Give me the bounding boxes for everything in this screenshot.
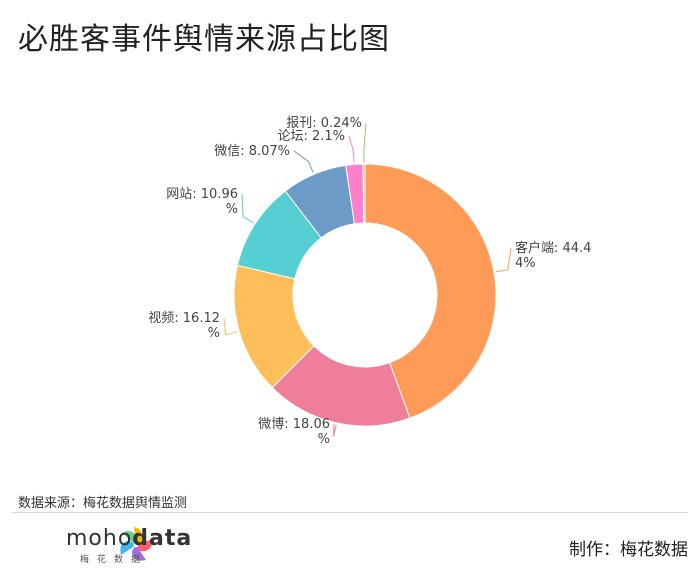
slice-label-0: 客户端: 44.4 4% xyxy=(515,240,591,271)
slice-label-6: 报刊: 0.24% xyxy=(286,116,362,131)
slice-label-2: 视频: 16.12% xyxy=(148,311,220,341)
brand-prefix: moho xyxy=(66,526,133,551)
brand-suffix: data xyxy=(132,526,193,551)
brand-name: mohodata xyxy=(66,526,192,551)
chart-title: 必胜客事件舆情来源占比图 xyxy=(18,22,390,57)
slice-label-5: 论坛: 2.1% xyxy=(277,129,345,144)
leader-line-1 xyxy=(333,423,337,437)
slice-0 xyxy=(364,163,497,419)
leader-line-0 xyxy=(495,247,512,273)
leader-line-5 xyxy=(348,135,355,163)
slice-label-3: 网站: 10.96% xyxy=(166,187,238,217)
pinwheel-logo-icon xyxy=(120,527,153,561)
leader-line-4 xyxy=(293,150,314,173)
footer-divider xyxy=(12,512,688,513)
slice-label-1: 微博: 18.06% xyxy=(258,417,330,447)
slice-label-4: 微信: 8.07% xyxy=(214,144,290,159)
donut-chart: 客户端: 44.4 4% 微博: 18.06 % 视频: 16.12 % 网站: 10.96… xyxy=(148,116,591,447)
brand-subtitle: 梅花数据 xyxy=(80,555,149,565)
slice-6 xyxy=(362,163,366,224)
leader-line-6 xyxy=(363,122,367,163)
leader-line-2 xyxy=(223,317,238,336)
credit-text: 制作：梅花数据 xyxy=(569,540,688,560)
data-source-note: 数据来源：梅花数据舆情监测 xyxy=(18,496,188,511)
leader-line-3 xyxy=(241,193,254,224)
